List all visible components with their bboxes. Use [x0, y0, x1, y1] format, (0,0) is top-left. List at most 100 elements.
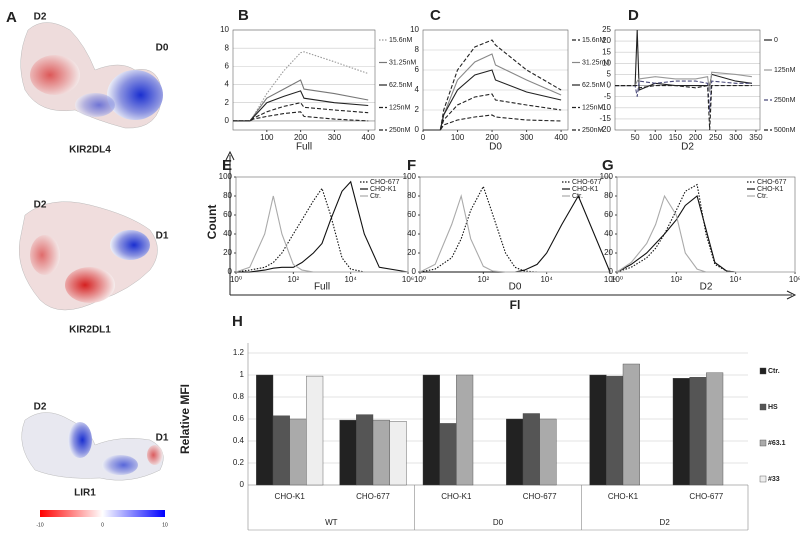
- legend-label: CHO-677: [757, 179, 787, 186]
- x-axis-label: D2: [700, 282, 713, 293]
- protein-surface: [21, 412, 164, 481]
- legend-label: 250nM: [389, 127, 411, 134]
- y-tick-label: 0: [228, 267, 233, 276]
- y-axis-title: Relative MFI: [178, 384, 192, 454]
- y-tick-label: 0: [415, 125, 420, 134]
- bar: [706, 372, 724, 486]
- legend-swatch: [759, 403, 767, 411]
- bar: [356, 414, 374, 486]
- y-tick-label: 15: [602, 47, 611, 56]
- y-tick-label: 8: [415, 45, 420, 54]
- x-axis-title: Fl: [510, 298, 521, 312]
- y-tick-label: 10: [602, 58, 611, 67]
- plot-frame: [232, 29, 376, 131]
- y-tick-label: 0.2: [233, 458, 245, 467]
- x-tick-label: 10⁴: [344, 275, 357, 284]
- y-tick-label: 80: [407, 191, 416, 200]
- panel-letter: F: [407, 157, 416, 174]
- bar: [339, 419, 357, 486]
- x-tick-label: 300: [328, 133, 342, 142]
- panel-letter: E: [222, 157, 232, 174]
- x-tick-label: CHO-677: [356, 492, 390, 501]
- legend-label: CHO-K1: [757, 186, 784, 193]
- bar: [456, 374, 474, 486]
- bar: [389, 421, 407, 486]
- y-tick-label: 5: [607, 70, 612, 79]
- x-axis-label: D0: [489, 142, 502, 153]
- legend-label: #63.1: [768, 440, 786, 447]
- y-tick-label: 25: [602, 25, 611, 34]
- y-tick-label: 1.2: [233, 348, 245, 357]
- colorbar-tick: 0: [101, 522, 104, 528]
- group-label: D0: [493, 518, 504, 527]
- panel-letter: D: [628, 7, 639, 24]
- x-tick-label: 400: [362, 133, 376, 142]
- series-line: [419, 193, 610, 273]
- x-tick-label: 100: [451, 133, 465, 142]
- series-line: [236, 180, 409, 273]
- bar: [622, 363, 640, 486]
- legend-label: 250nM: [582, 127, 604, 134]
- colorbar-tick: -10: [36, 522, 43, 528]
- y-tick-label: 0: [607, 81, 612, 90]
- y-tick-label: -10: [599, 103, 611, 112]
- legend-label: 62.5nM: [389, 82, 413, 89]
- y-tick-label: 60: [407, 210, 416, 219]
- x-tick-label: 200: [485, 133, 499, 142]
- legend-label: Ctr.: [757, 193, 768, 200]
- x-tick-label: 300: [520, 133, 534, 142]
- axis-arrows: [225, 150, 797, 300]
- x-tick-label: 0: [421, 133, 426, 142]
- legend-label: 125nM: [774, 67, 796, 74]
- legend-label: 250nM: [774, 97, 796, 104]
- x-tick-label: 50: [631, 133, 640, 142]
- bar: [289, 418, 307, 486]
- y-tick-label: 10: [220, 25, 229, 34]
- series-line: [616, 194, 795, 273]
- legend-label: 125nM: [582, 104, 604, 111]
- legend-label: 15.6nM: [582, 37, 606, 44]
- y-tick-label: 100: [600, 172, 614, 181]
- plot-frame: [614, 29, 761, 131]
- series-line: [423, 69, 562, 131]
- x-tick-label: CHO-K1: [608, 492, 639, 501]
- bar: [256, 374, 274, 486]
- y-tick-label: 0: [609, 267, 614, 276]
- domain-label: D2: [34, 12, 47, 23]
- y-tick-label: 60: [223, 210, 232, 219]
- y-tick-label: 0.6: [233, 414, 245, 423]
- y-tick-label: 80: [604, 191, 613, 200]
- bar: [539, 418, 557, 486]
- x-tick-label: CHO-677: [689, 492, 723, 501]
- panel-letter: A: [6, 9, 17, 26]
- legend-label: HS: [768, 404, 778, 411]
- protein-surface: [20, 22, 163, 129]
- x-tick-label: 10⁶: [402, 275, 414, 284]
- y-tick-label: 20: [407, 248, 416, 257]
- panel-letter: G: [602, 157, 614, 174]
- y-tick-label: 40: [604, 229, 613, 238]
- x-tick-label: 100: [649, 133, 663, 142]
- colorbar-tick: 10: [162, 522, 168, 528]
- y-tick-label: 0: [240, 480, 245, 489]
- structure-label: KIR2DL4: [69, 145, 111, 156]
- legend-label: Ctr.: [768, 368, 780, 375]
- x-tick-label: 10²: [288, 275, 300, 284]
- bar: [306, 375, 324, 486]
- y-tick-label: 0.8: [233, 392, 245, 401]
- series-line: [235, 187, 408, 273]
- legend-swatch: [759, 475, 767, 483]
- domain-label: D2: [34, 200, 47, 211]
- series-line: [615, 84, 752, 131]
- y-tick-label: 2: [225, 98, 230, 107]
- y-tick-label: 0: [225, 116, 230, 125]
- x-axis-label: D2: [681, 142, 694, 153]
- group-label: D2: [660, 518, 671, 527]
- y-tick-label: 4: [225, 80, 230, 89]
- y-tick-label: 100: [219, 172, 233, 181]
- legend-label: Ctr.: [370, 193, 381, 200]
- series-line: [423, 93, 562, 131]
- y-tick-label: 6: [225, 61, 230, 70]
- x-tick-label: 200: [294, 133, 308, 142]
